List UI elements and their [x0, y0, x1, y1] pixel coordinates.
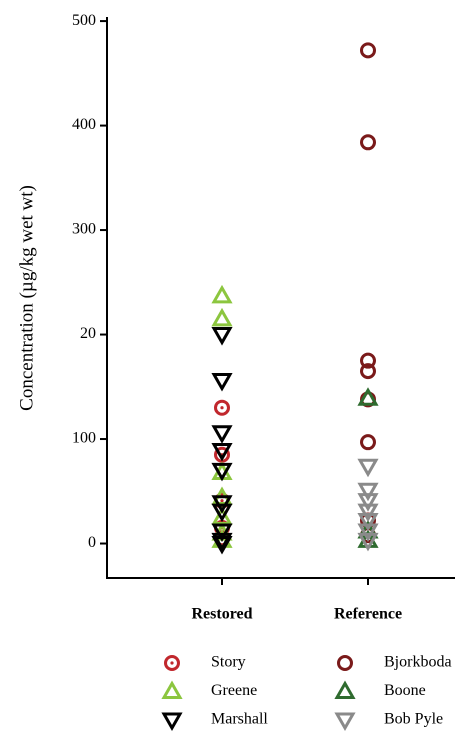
point	[357, 523, 379, 543]
legend-label: Bob Pyle	[384, 711, 443, 728]
point-dot	[220, 499, 224, 503]
point	[357, 493, 379, 512]
point	[360, 352, 376, 369]
point	[211, 373, 233, 392]
y-tick-label: 300	[72, 221, 96, 238]
point	[211, 425, 233, 444]
point	[360, 434, 376, 451]
x-tick-label: Reference	[334, 606, 402, 623]
point	[211, 443, 233, 462]
x-tick-label: Restored	[191, 606, 252, 623]
point	[211, 536, 233, 555]
y-tick-label: 400	[72, 116, 96, 133]
legend-marker-dot	[170, 661, 174, 665]
point	[211, 532, 233, 552]
point	[211, 462, 233, 482]
point	[357, 503, 379, 523]
legend-marker	[161, 680, 183, 699]
point	[360, 42, 376, 59]
point	[360, 363, 376, 380]
y-tick-label: 0	[88, 534, 96, 551]
y-axis-label: Concentration (µg/kg wet wt)	[16, 185, 37, 411]
point	[211, 523, 233, 543]
y-tick-label: 500	[72, 12, 96, 29]
legend-label: Greene	[211, 682, 257, 699]
point-dot	[220, 406, 224, 410]
legend-marker	[164, 655, 180, 671]
point	[211, 284, 233, 304]
point	[357, 458, 379, 478]
legend-marker	[334, 680, 356, 699]
legend-marker	[334, 712, 356, 732]
legend-label: Story	[211, 654, 246, 671]
y-tick-label: 20	[80, 325, 96, 342]
point	[211, 327, 233, 346]
point	[357, 387, 379, 406]
legend-marker	[337, 655, 353, 671]
legend-label: Boone	[384, 682, 426, 699]
point	[211, 307, 233, 327]
y-tick-label: 100	[72, 430, 96, 447]
point	[357, 482, 379, 502]
legend-label: Marshall	[211, 711, 268, 728]
legend-marker	[161, 712, 183, 732]
point	[214, 399, 230, 416]
point	[357, 532, 379, 552]
point	[211, 503, 233, 523]
point	[360, 134, 376, 151]
point	[357, 513, 379, 532]
legend-label: Bjorkboda	[384, 654, 452, 671]
